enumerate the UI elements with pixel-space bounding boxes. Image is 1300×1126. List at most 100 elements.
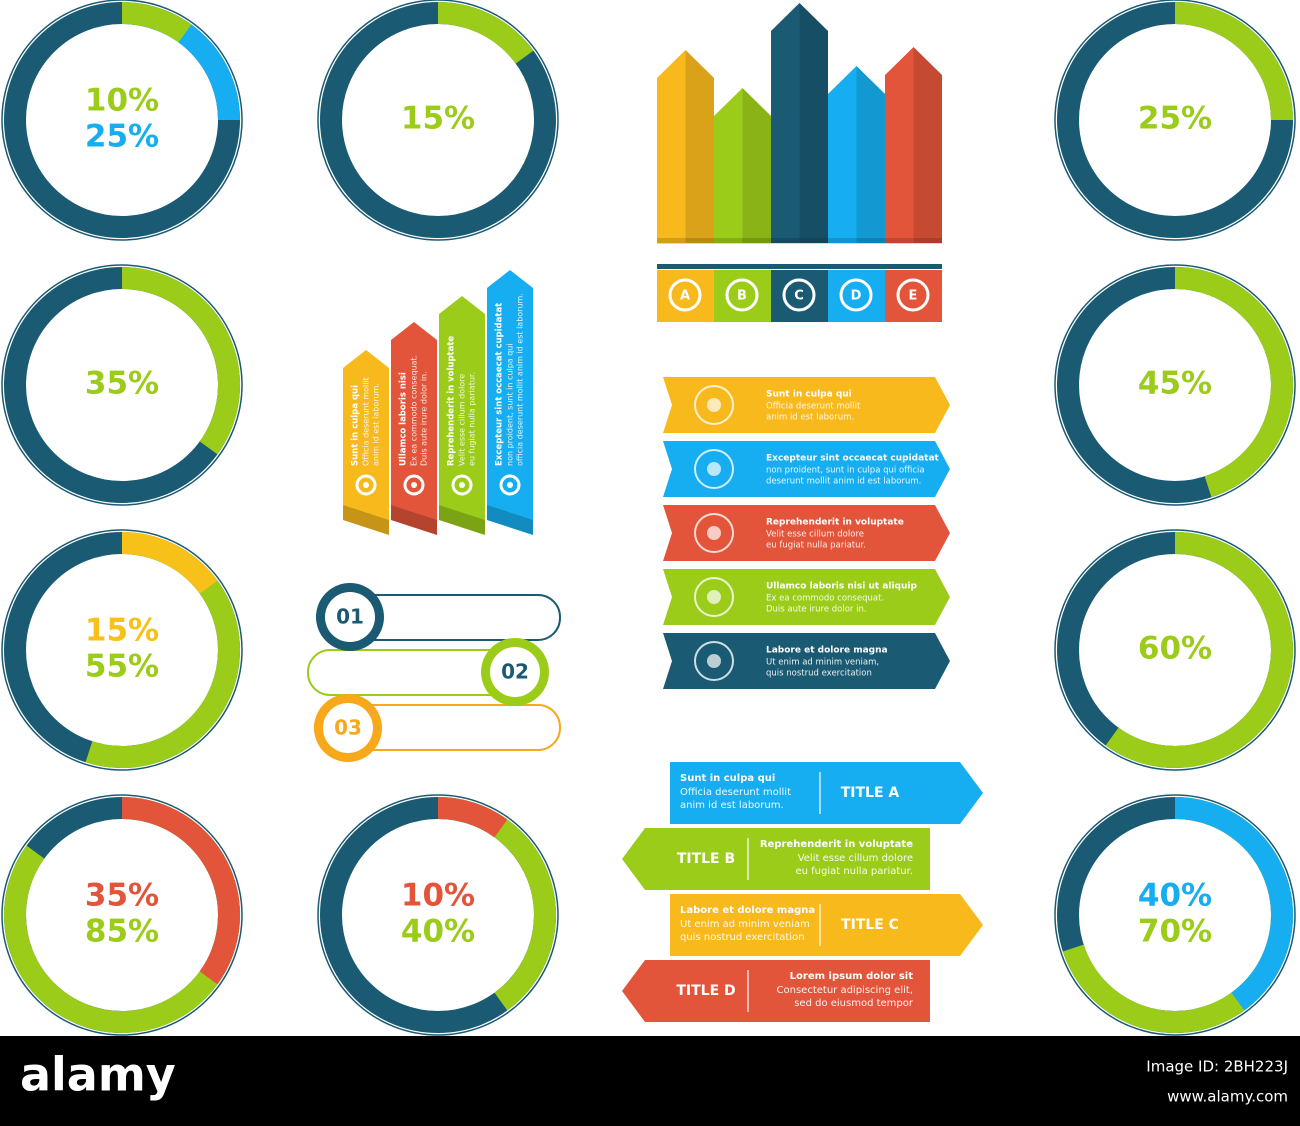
ribbon-title: Reprehenderit in voluptate — [447, 336, 457, 466]
title-label: TITLE D — [676, 983, 735, 999]
ribbon-icon — [451, 474, 473, 496]
donut-segment — [437, 797, 508, 838]
legend-strip-top — [657, 264, 942, 269]
legend-ring — [896, 278, 930, 312]
list-title: Ullamco laboris nisi ut aliquip — [766, 582, 917, 592]
step-number: 03 — [334, 716, 362, 740]
list-arrow — [663, 505, 950, 561]
list-icon — [694, 385, 734, 425]
title-line: Ut enim ad minim veniam — [680, 919, 810, 930]
title-arrow — [622, 960, 930, 1022]
donut-outline — [1054, 0, 1296, 241]
legend-ring — [782, 278, 816, 312]
donut-segment — [1105, 532, 1293, 768]
list-line: quis nostrud exercitation — [766, 669, 872, 679]
donut-segment — [121, 797, 240, 985]
title-arrow — [670, 894, 983, 956]
donut-label: 35% — [85, 366, 159, 402]
title-line: anim id est laborum. — [680, 800, 784, 811]
ribbon-icon — [355, 474, 377, 496]
ribbon-icon — [499, 474, 521, 496]
ribbon-title: Excepteur sint occaecat cupidatat — [495, 303, 505, 466]
ribbon — [343, 350, 389, 535]
title-arrow — [622, 828, 930, 890]
list-icon-core — [707, 526, 721, 540]
donut-label: 35% — [85, 878, 159, 914]
title-label: TITLE C — [841, 917, 899, 933]
footer-logo: alamy — [20, 1048, 176, 1102]
arrow-bar-shade — [742, 88, 771, 243]
donut-outline — [1, 794, 243, 1036]
legend-letter: C — [794, 289, 804, 304]
donut-outline — [317, 794, 559, 1036]
legend-letter: B — [737, 289, 747, 304]
list-line: Ut enim ad minim veniam, — [766, 658, 879, 668]
donut-outline — [1054, 794, 1296, 1036]
ribbon-icon-dot — [507, 482, 513, 488]
donut-label: 10% — [85, 83, 159, 119]
donut-label: 40% — [1138, 878, 1212, 914]
donut-segment — [1174, 797, 1293, 1011]
step-number: 02 — [501, 660, 529, 684]
title-heading: Sunt in culpa qui — [680, 773, 775, 784]
legend-letter: D — [851, 289, 862, 304]
legend-ring — [725, 278, 759, 312]
ribbon-line: officia deserunt mollit anim id est labo… — [516, 293, 525, 466]
step-inner — [325, 592, 375, 642]
list-icon-core — [707, 590, 721, 604]
ribbon-title: Sunt in culpa qui — [351, 385, 361, 466]
list-arrow — [663, 569, 950, 625]
title-line: Officia deserunt mollit — [680, 787, 791, 798]
donut-outline — [1, 0, 243, 241]
footer-id: Image ID: 2BH223J — [1146, 1058, 1288, 1076]
ribbon — [439, 296, 485, 535]
donut-label: 40% — [401, 914, 475, 950]
list-icon — [694, 641, 734, 681]
title-heading: Lorem ipsum dolor sit — [790, 971, 914, 982]
donut-outline — [317, 0, 559, 241]
arrow-bar — [885, 47, 942, 243]
ribbon-fold — [487, 505, 533, 535]
ribbon-fold — [343, 505, 389, 535]
list-icon — [694, 449, 734, 489]
ribbon-icon — [403, 474, 425, 496]
arrow-bar-shade — [913, 47, 942, 243]
ribbon-text: Ullamco laboris nisi Ex ea commodo conseq… — [399, 355, 429, 466]
donut-segment — [121, 532, 218, 594]
donut-label: 60% — [1138, 631, 1212, 667]
ribbon-line: non proident, sunt in culpa qui — [506, 343, 515, 466]
ribbon-icon-dot — [459, 482, 465, 488]
donut-label: 25% — [1138, 101, 1212, 137]
donut-outline — [1054, 264, 1296, 506]
list-arrow — [663, 377, 950, 433]
donut-label: 15% — [401, 101, 475, 137]
ribbon — [391, 322, 437, 535]
ribbon-text: Excepteur sint occaecat cupidatat non pro… — [495, 293, 525, 466]
ribbon-icon-dot — [411, 482, 417, 488]
legend-ring — [668, 278, 702, 312]
list-line: non proident, sunt in culpa qui officia — [766, 466, 925, 476]
list-line: deserunt mollit anim id est laborum. — [766, 477, 921, 487]
title-line: eu fugiat nulla pariatur. — [795, 866, 913, 877]
ribbon-text: Reprehenderit in voluptate Velit esse cil… — [447, 336, 477, 466]
ribbon-line: anim id est laborum. — [372, 383, 381, 466]
donut-label: 45% — [1138, 366, 1212, 402]
list-line: anim id est laborum. — [766, 413, 854, 423]
legend-letter: A — [680, 289, 690, 304]
footer-url: www.alamy.com — [1167, 1088, 1288, 1106]
title-heading: Labore et dolore magna — [680, 905, 815, 916]
arrow-bar — [771, 3, 828, 243]
ribbon-line: Ex ea commodo consequat. — [410, 355, 419, 466]
arrow-bar-shade — [799, 3, 828, 243]
donut-segment — [1174, 267, 1293, 498]
title-line: Consectetur adipiscing elit, — [777, 985, 913, 996]
arrow-bar — [714, 88, 771, 243]
title-label: TITLE A — [841, 785, 900, 801]
list-arrow — [663, 441, 950, 497]
title-label: TITLE B — [677, 851, 735, 867]
list-line: Ex ea commodo consequat. — [766, 594, 884, 604]
list-line: eu fugiat nulla pariatur. — [766, 541, 866, 551]
title-line: quis nostrud exercitation — [680, 932, 805, 943]
list-title: Excepteur sint occaecat cupidatat — [766, 454, 940, 464]
